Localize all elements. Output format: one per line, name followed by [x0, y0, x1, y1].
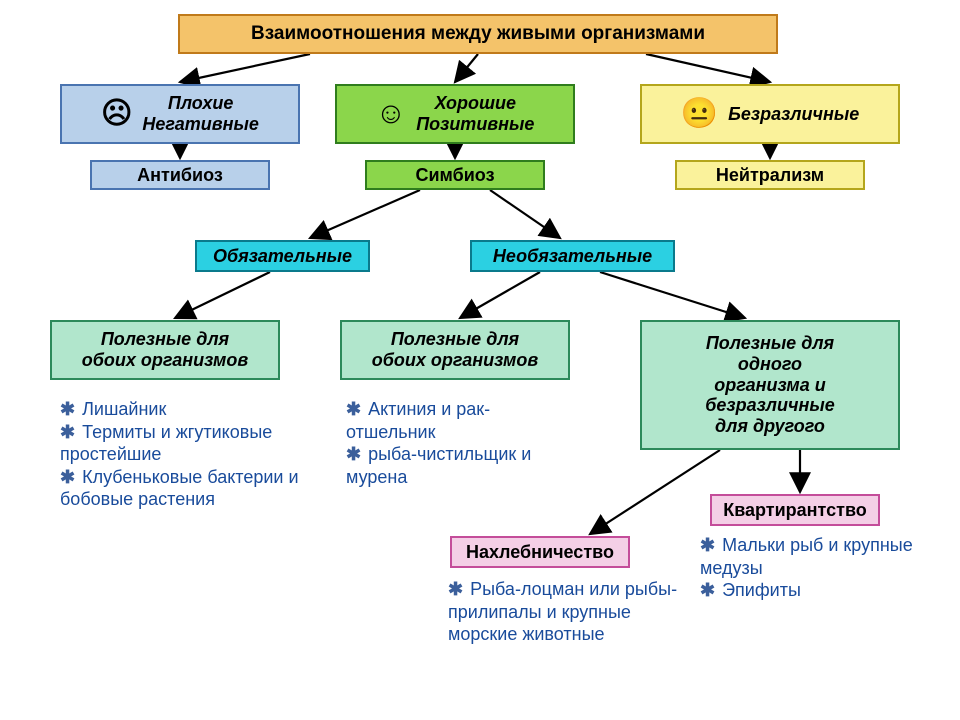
node-neg: ☹ Плохие Негативные — [60, 84, 300, 144]
node-both1: Полезные для обоих организмов — [50, 320, 280, 380]
arrow — [310, 190, 420, 238]
bullet-item: ✱ рыба-чистильщик и мурена — [346, 443, 576, 488]
bullet-text: Мальки рыб и крупные медузы — [700, 535, 913, 578]
node-label: Хорошие Позитивные — [416, 93, 534, 134]
bullet-star-icon: ✱ — [448, 579, 468, 599]
node-label: Плохие Негативные — [142, 93, 259, 134]
bullet-item: ✱ Мальки рыб и крупные медузы — [700, 534, 930, 579]
node-both2: Полезные для обоих организмов — [340, 320, 570, 380]
bullet-star-icon: ✱ — [346, 399, 366, 419]
node-title: Взаимоотношения между живыми организмами — [178, 14, 778, 54]
bullet-text: Эпифиты — [722, 580, 801, 600]
node-neu: 😐 Безразличные — [640, 84, 900, 144]
sad-face-icon: ☹ — [101, 99, 132, 129]
node-pos: ☺ Хорошие Позитивные — [335, 84, 575, 144]
bullet-star-icon: ✱ — [700, 535, 720, 555]
bullets-b1: ✱ Лишайник✱ Термиты и жгутиковые простей… — [60, 398, 300, 511]
happy-face-icon: ☺ — [376, 99, 407, 129]
diagram-stage: Взаимоотношения между живыми организмами… — [0, 0, 960, 720]
bullet-item: ✱ Актиния и рак-отшельник — [346, 398, 576, 443]
bullet-star-icon: ✱ — [60, 467, 80, 487]
bullet-text: Рыба-лоцман или рыбы-прилипалы и крупные… — [448, 579, 677, 644]
node-anti: Антибиоз — [90, 160, 270, 190]
node-facul: Необязательные — [470, 240, 675, 272]
bullet-star-icon: ✱ — [700, 580, 720, 600]
neutral-face-icon: 😐 — [681, 99, 718, 129]
node-label: Безразличные — [728, 104, 859, 125]
node-symb: Симбиоз — [365, 160, 545, 190]
bullets-b3: ✱ Рыба-лоцман или рыбы-прилипалы и крупн… — [448, 578, 688, 646]
arrow — [590, 450, 720, 534]
bullet-text: Лишайник — [82, 399, 166, 419]
node-kvart: Квартирантство — [710, 494, 880, 526]
bullet-text: рыба-чистильщик и мурена — [346, 444, 531, 487]
arrow — [600, 272, 745, 318]
bullet-text: Термиты и жгутиковые простейшие — [60, 422, 272, 465]
bullet-star-icon: ✱ — [346, 444, 366, 464]
arrow — [646, 54, 770, 82]
node-nakh: Нахлебничество — [450, 536, 630, 568]
arrow — [490, 190, 560, 238]
bullet-item: ✱ Термиты и жгутиковые простейшие — [60, 421, 300, 466]
arrow — [455, 54, 478, 82]
bullets-b2: ✱ Актиния и рак-отшельник✱ рыба-чистильщ… — [346, 398, 576, 488]
arrow — [180, 54, 310, 82]
bullet-item: ✱ Рыба-лоцман или рыбы-прилипалы и крупн… — [448, 578, 688, 646]
arrow — [460, 272, 540, 318]
bullet-item: ✱ Эпифиты — [700, 579, 930, 602]
bullet-star-icon: ✱ — [60, 399, 80, 419]
node-neutr: Нейтрализм — [675, 160, 865, 190]
bullets-b4: ✱ Мальки рыб и крупные медузы✱ Эпифиты — [700, 534, 930, 602]
bullet-item: ✱ Клубеньковые бактерии и бобовые растен… — [60, 466, 300, 511]
arrow — [175, 272, 270, 318]
bullet-star-icon: ✱ — [60, 422, 80, 442]
node-oblig: Обязательные — [195, 240, 370, 272]
bullet-item: ✱ Лишайник — [60, 398, 300, 421]
bullet-text: Клубеньковые бактерии и бобовые растения — [60, 467, 299, 510]
bullet-text: Актиния и рак-отшельник — [346, 399, 490, 442]
node-one: Полезные для одного организма и безразли… — [640, 320, 900, 450]
